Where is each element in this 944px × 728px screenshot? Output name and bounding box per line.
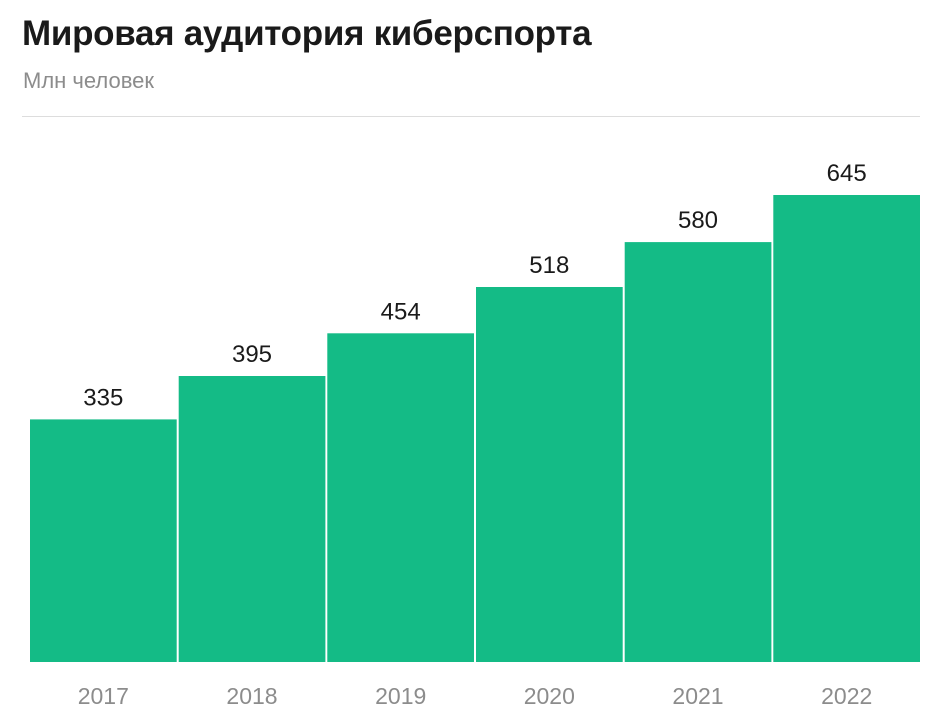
value-label-2019: 454 — [381, 298, 421, 325]
x-axis-ticks: 2017 2018 2019 2020 2021 2022 — [78, 683, 873, 709]
value-label-2018: 395 — [232, 341, 272, 368]
x-tick-2020: 2020 — [524, 683, 575, 709]
x-tick-2021: 2021 — [672, 683, 723, 709]
bar-2020 — [476, 287, 623, 662]
value-label-2020: 518 — [529, 252, 569, 279]
value-label-2022: 645 — [827, 160, 867, 187]
value-labels-group: 335 395 454 518 580 645 — [83, 160, 866, 411]
value-label-2021: 580 — [678, 207, 718, 234]
chart-subtitle: Млн человек — [23, 68, 155, 93]
x-tick-2022: 2022 — [821, 683, 872, 709]
bar-2017 — [30, 419, 177, 662]
bar-2022 — [773, 195, 920, 662]
bar-2018 — [178, 376, 326, 662]
bar-2019 — [327, 333, 474, 662]
bar-2021 — [624, 242, 772, 662]
header-divider — [22, 116, 920, 117]
x-tick-2019: 2019 — [375, 683, 426, 709]
chart-title: Мировая аудитория киберспорта — [22, 14, 592, 53]
x-tick-2017: 2017 — [78, 683, 129, 709]
x-tick-2018: 2018 — [226, 683, 277, 709]
value-label-2017: 335 — [83, 384, 123, 411]
bars-group — [30, 195, 920, 662]
